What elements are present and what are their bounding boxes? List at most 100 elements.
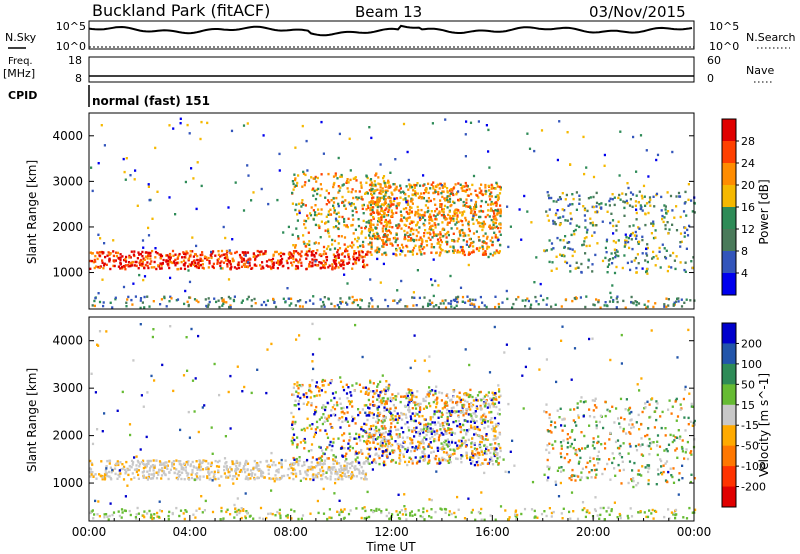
range-cell bbox=[690, 450, 693, 453]
range-cell bbox=[618, 193, 621, 197]
range-cell bbox=[376, 416, 379, 420]
range-cell bbox=[308, 389, 311, 392]
range-cell bbox=[121, 255, 124, 258]
range-cell bbox=[295, 259, 298, 262]
range-cell bbox=[322, 404, 325, 407]
range-cell bbox=[340, 407, 343, 410]
range-cell bbox=[337, 211, 340, 214]
range-cell bbox=[369, 379, 372, 382]
range-cell bbox=[475, 213, 478, 217]
range-cell bbox=[334, 478, 337, 481]
range-cell bbox=[416, 431, 420, 434]
range-cell bbox=[228, 260, 231, 263]
range-cell bbox=[546, 444, 549, 447]
range-cell bbox=[353, 466, 356, 469]
range-cell bbox=[256, 476, 259, 480]
range-cell bbox=[403, 441, 406, 444]
range-cell bbox=[260, 471, 263, 474]
range-cell bbox=[384, 444, 387, 448]
range-cell bbox=[350, 394, 353, 397]
range-cell bbox=[175, 476, 178, 480]
range-cell bbox=[460, 439, 463, 443]
range-cell bbox=[612, 457, 616, 460]
range-cell bbox=[193, 261, 197, 265]
range-cell bbox=[189, 250, 192, 253]
range-cell bbox=[406, 449, 409, 452]
range-cell bbox=[385, 191, 388, 194]
range-cell bbox=[558, 416, 561, 419]
range-cell bbox=[325, 215, 328, 218]
range-cell bbox=[495, 460, 498, 463]
range-cell bbox=[334, 217, 338, 220]
range-cell bbox=[481, 193, 484, 196]
range-cell bbox=[134, 169, 137, 172]
range-cell bbox=[606, 271, 609, 274]
range-cell bbox=[621, 266, 624, 270]
range-cell bbox=[635, 266, 638, 270]
range-cell bbox=[347, 261, 351, 264]
range-cell bbox=[499, 233, 502, 236]
range-cell bbox=[334, 258, 337, 262]
range-cell bbox=[487, 255, 490, 259]
range-cell bbox=[379, 433, 382, 437]
range-cell bbox=[266, 299, 269, 302]
range-cell bbox=[152, 459, 155, 462]
range-cell bbox=[137, 267, 140, 270]
range-cell bbox=[670, 266, 673, 269]
range-cell bbox=[495, 437, 498, 440]
range-cell bbox=[387, 431, 390, 435]
range-cell bbox=[163, 464, 166, 467]
range-cell bbox=[343, 432, 346, 435]
range-cell bbox=[367, 406, 370, 409]
range-cell bbox=[387, 203, 390, 206]
range-cell bbox=[637, 302, 641, 305]
range-cell bbox=[309, 214, 313, 217]
range-cell bbox=[378, 447, 381, 451]
range-cell bbox=[490, 410, 493, 414]
range-cell bbox=[496, 424, 500, 427]
range-cell bbox=[605, 240, 608, 243]
range-cell bbox=[367, 229, 370, 232]
range-cell bbox=[489, 443, 492, 446]
range-cell bbox=[382, 396, 385, 400]
range-cell bbox=[191, 261, 194, 264]
range-cell bbox=[398, 462, 401, 465]
range-cell bbox=[327, 457, 330, 460]
range-cell bbox=[471, 452, 474, 455]
range-cell bbox=[434, 457, 437, 461]
range-cell bbox=[407, 403, 410, 407]
range-cell bbox=[113, 264, 116, 268]
range-cell bbox=[391, 393, 394, 396]
range-cell bbox=[418, 216, 421, 219]
range-cell bbox=[469, 298, 472, 301]
range-cell bbox=[493, 427, 496, 430]
range-cell bbox=[294, 177, 297, 180]
range-cell bbox=[196, 258, 199, 262]
range-cell bbox=[479, 191, 482, 194]
range-cell bbox=[437, 409, 440, 413]
range-cell bbox=[369, 203, 372, 207]
range-cell bbox=[655, 400, 658, 403]
freq-tick-low: 8 bbox=[75, 72, 82, 85]
range-cell bbox=[127, 263, 130, 267]
range-cell bbox=[666, 210, 670, 213]
range-cell bbox=[574, 479, 577, 482]
range-cell bbox=[443, 215, 446, 218]
range-cell bbox=[377, 383, 380, 386]
range-cell bbox=[464, 440, 467, 443]
range-cell bbox=[328, 468, 331, 472]
range-cell bbox=[492, 429, 495, 433]
range-cell bbox=[237, 474, 240, 477]
range-cell bbox=[111, 306, 114, 309]
range-cell bbox=[469, 458, 472, 461]
range-cell bbox=[311, 264, 314, 268]
range-cell bbox=[291, 427, 295, 431]
range-cell bbox=[442, 208, 445, 211]
range-cell bbox=[405, 199, 408, 202]
range-cell bbox=[448, 217, 451, 220]
range-cell bbox=[438, 391, 441, 394]
range-cell bbox=[132, 253, 135, 256]
range-cell bbox=[331, 426, 334, 429]
range-cell bbox=[299, 252, 302, 256]
range-cell bbox=[524, 299, 527, 302]
